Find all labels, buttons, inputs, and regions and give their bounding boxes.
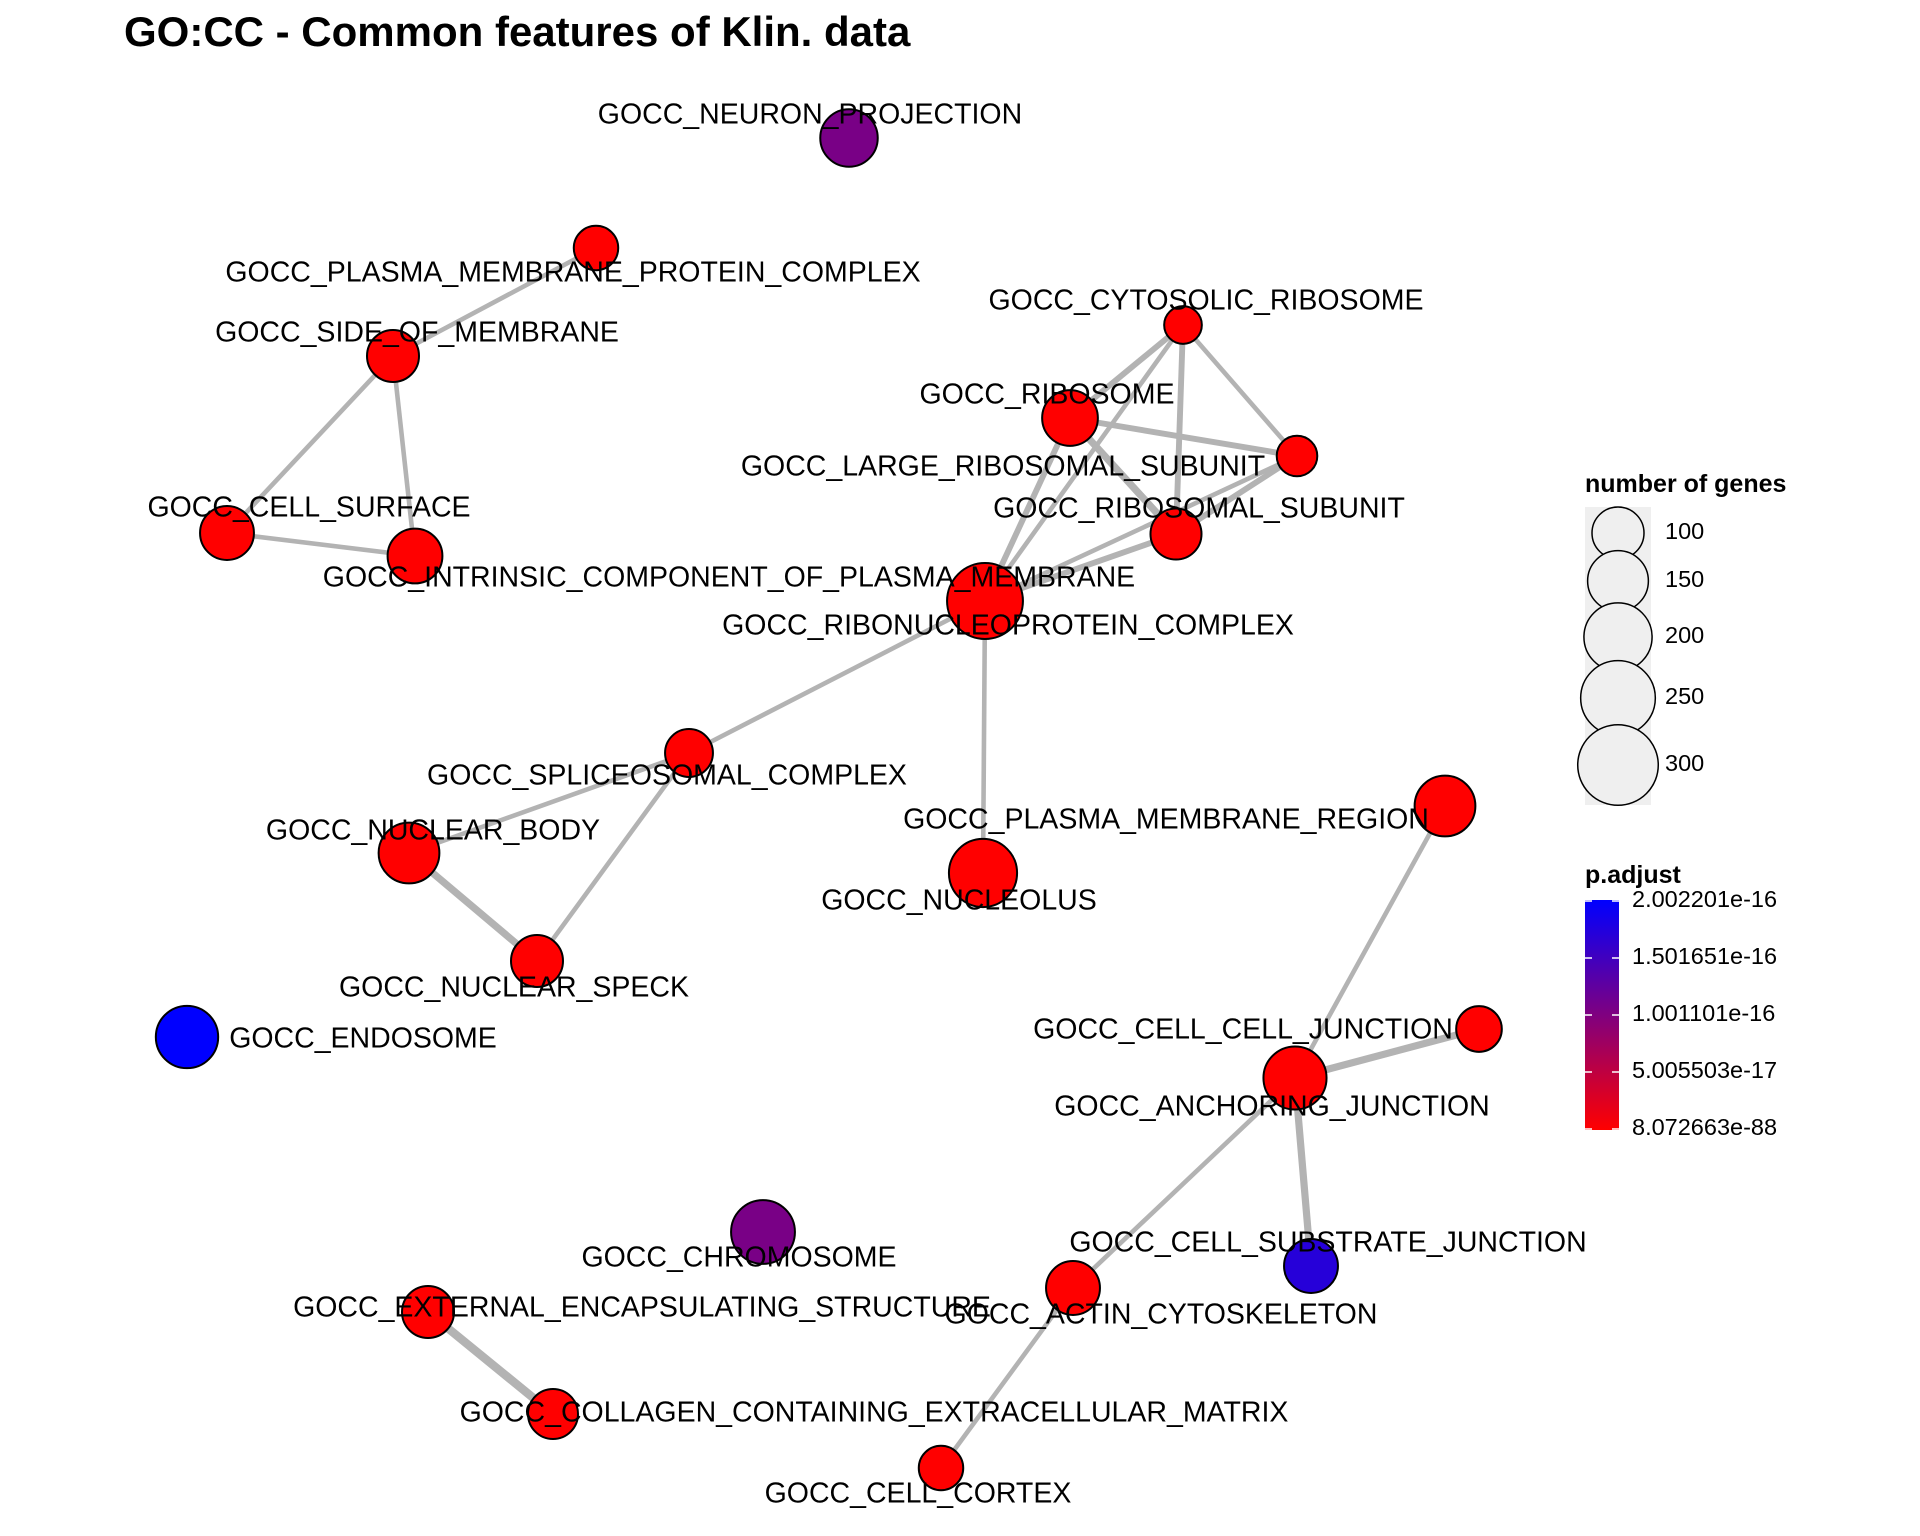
- node-gocc-chromosome[interactable]: [730, 1199, 796, 1265]
- node-gocc-ribosomal-subunit[interactable]: [1149, 507, 1203, 561]
- node-label-gocc-external-encapsulating-structure: GOCC_EXTERNAL_ENCAPSULATING_STRUCTURE: [293, 1292, 991, 1324]
- node-gocc-ribonucleoprotein-complex[interactable]: [946, 562, 1024, 640]
- node-gocc-collagen-containing-extracellular-matrix[interactable]: [527, 1388, 579, 1440]
- color-key-label: 1.501651e-16: [1632, 943, 1777, 969]
- node-gocc-cell-cortex[interactable]: [917, 1444, 965, 1492]
- node-gocc-intrinsic-component-of-plasma-membrane[interactable]: [386, 527, 444, 585]
- node-label-gocc-cell-cell-junction: GOCC_CELL_CELL_JUNCTION: [1033, 1014, 1453, 1046]
- edge-spliceosomal-complex-to-nuclear-speck: [534, 750, 692, 964]
- edge-side-of-membrane-to-intrinsic-component-of-plasma-membrane: [390, 353, 418, 559]
- node-label-gocc-ribosome: GOCC_RIBOSOME: [920, 379, 1175, 411]
- node-gocc-cytosolic-ribosome[interactable]: [1163, 305, 1203, 345]
- node-gocc-anchoring-junction[interactable]: [1262, 1045, 1328, 1111]
- size-key-circle-300: [1576, 723, 1660, 807]
- node-label-gocc-nuclear-speck: GOCC_NUCLEAR_SPECK: [339, 972, 689, 1004]
- node-gocc-plasma-membrane-region[interactable]: [1413, 774, 1477, 838]
- node-label-gocc-actin-cytoskeleton: GOCC_ACTIN_CYTOSKELETON: [945, 1299, 1378, 1331]
- node-gocc-external-encapsulating-structure[interactable]: [401, 1285, 455, 1339]
- node-label-gocc-nuclear-body: GOCC_NUCLEAR_BODY: [266, 815, 600, 847]
- node-label-gocc-neuron-projection: GOCC_NEURON_PROJECTION: [598, 99, 1022, 131]
- edge-ribonucleoprotein-complex-to-spliceosomal-complex: [686, 598, 988, 756]
- color-key-label: 2.002201e-16: [1632, 886, 1777, 912]
- node-label-gocc-nucleolus: GOCC_NUCLEOLUS: [821, 885, 1097, 917]
- node-label-gocc-spliceosomal-complex: GOCC_SPLICEOSOMAL_COMPLEX: [427, 760, 907, 792]
- node-label-gocc-collagen-containing-extracellular-matrix: GOCC_COLLAGEN_CONTAINING_EXTRACELLULAR_M…: [460, 1397, 1289, 1429]
- edge-large-ribosomal-subunit-to-ribonucleoprotein-complex: [982, 453, 1300, 604]
- color-key-label: 1.001101e-16: [1632, 1000, 1775, 1026]
- node-gocc-spliceosomal-complex[interactable]: [664, 728, 714, 778]
- color-key-label: 8.072663e-88: [1632, 1114, 1777, 1140]
- edge-side-of-membrane-to-cell-surface: [224, 353, 396, 536]
- size-key-label-150: 150: [1665, 566, 1704, 592]
- edge-cytosolic-ribosome-to-ribonucleoprotein-complex: [982, 322, 1186, 604]
- size-legend: number of genes 100 150 200 250 300: [1576, 470, 1786, 807]
- labels-layer: GOCC_NEURON_PROJECTION GOCC_PLASMA_MEMBRA…: [147, 99, 1586, 1510]
- nodes-layer: [154, 108, 1503, 1492]
- color-legend: p.adjust 2.002201e-16 1.501651e-16 1.00110…: [1585, 861, 1777, 1140]
- edge-spliceosomal-complex-to-nuclear-body: [406, 750, 692, 856]
- node-label-gocc-cell-substrate-junction: GOCC_CELL_SUBSTRATE_JUNCTION: [1069, 1227, 1586, 1259]
- node-gocc-ribosome[interactable]: [1041, 389, 1099, 447]
- node-gocc-plasma-membrane-protein-complex[interactable]: [572, 224, 620, 272]
- node-gocc-side-of-membrane[interactable]: [366, 329, 420, 383]
- edge-ribonucleoprotein-complex-to-nucleolus: [980, 598, 988, 876]
- color-key-label: 5.005503e-17: [1632, 1057, 1777, 1083]
- node-gocc-endosome[interactable]: [154, 1004, 220, 1070]
- size-key-label-300: 300: [1665, 750, 1704, 776]
- size-legend-title: number of genes: [1585, 470, 1786, 498]
- node-gocc-cell-substrate-junction[interactable]: [1283, 1238, 1339, 1294]
- node-gocc-nuclear-body[interactable]: [377, 821, 441, 885]
- node-gocc-nucleolus[interactable]: [947, 837, 1019, 909]
- edge-plasma-membrane-region-to-anchoring-junction: [1292, 803, 1448, 1081]
- chart-title: GO:CC - Common features of Klin. data: [124, 8, 911, 55]
- edge-actin-cytoskeleton-to-cell-cortex: [938, 1285, 1076, 1471]
- node-gocc-nuclear-speck[interactable]: [510, 934, 564, 988]
- size-key-label-100: 100: [1665, 518, 1704, 544]
- node-label-gocc-ribosomal-subunit: GOCC_RIBOSOMAL_SUBUNIT: [993, 493, 1405, 525]
- node-label-gocc-side-of-membrane: GOCC_SIDE_OF_MEMBRANE: [215, 317, 619, 349]
- node-label-gocc-intrinsic-component-of-plasma-membrane: GOCC_INTRINSIC_COMPONENT_OF_PLASMA_MEMBR…: [323, 562, 1135, 594]
- node-label-gocc-cell-surface: GOCC_CELL_SURFACE: [147, 492, 470, 524]
- size-key-label-200: 200: [1665, 622, 1704, 648]
- edge-anchoring-junction-to-actin-cytoskeleton: [1070, 1075, 1298, 1291]
- node-gocc-actin-cytoskeleton[interactable]: [1045, 1260, 1101, 1316]
- color-legend-title: p.adjust: [1585, 861, 1682, 889]
- node-label-gocc-cytosolic-ribosome: GOCC_CYTOSOLIC_RIBOSOME: [989, 285, 1424, 317]
- node-gocc-cell-cell-junction[interactable]: [1455, 1005, 1503, 1053]
- node-label-gocc-ribonucleoprotein-complex: GOCC_RIBONUCLEOPROTEIN_COMPLEX: [722, 610, 1294, 642]
- edge-cytosolic-ribosome-to-ribosomal-subunit: [1173, 322, 1186, 537]
- node-label-gocc-plasma-membrane-protein-complex: GOCC_PLASMA_MEMBRANE_PROTEIN_COMPLEX: [225, 257, 920, 289]
- node-label-gocc-cell-cortex: GOCC_CELL_CORTEX: [765, 1478, 1072, 1510]
- node-label-gocc-chromosome: GOCC_CHROMOSOME: [581, 1242, 896, 1274]
- node-label-gocc-endosome: GOCC_ENDOSOME: [229, 1023, 497, 1055]
- node-gocc-neuron-projection[interactable]: [819, 108, 879, 168]
- edge-cytosolic-ribosome-to-large-ribosomal-subunit: [1180, 322, 1300, 459]
- node-label-gocc-large-ribosomal-subunit: GOCC_LARGE_RIBOSOMAL_SUBUNIT: [741, 451, 1265, 483]
- node-gocc-large-ribosomal-subunit[interactable]: [1275, 434, 1319, 478]
- edge-ribosome-to-large-ribosomal-subunit: [1067, 415, 1300, 459]
- edge-plasma-membrane-protein-complex-to-side-of-membrane: [390, 245, 599, 359]
- node-gocc-cell-surface[interactable]: [199, 505, 255, 561]
- edge-cell-surface-to-intrinsic-component-of-plasma-membrane: [224, 530, 418, 559]
- size-key-label-250: 250: [1665, 683, 1704, 709]
- node-label-gocc-plasma-membrane-region: GOCC_PLASMA_MEMBRANE_REGION: [903, 804, 1429, 836]
- node-label-gocc-anchoring-junction: GOCC_ANCHORING_JUNCTION: [1054, 1091, 1489, 1123]
